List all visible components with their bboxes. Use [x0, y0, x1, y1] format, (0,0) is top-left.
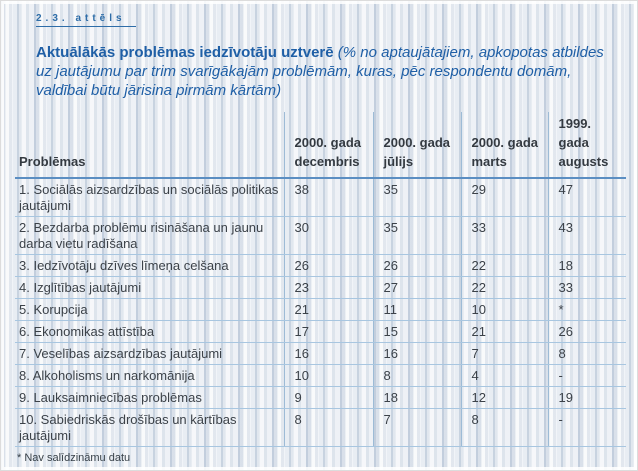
problem-cell: 9. Lauksaimniecības problēmas	[15, 386, 284, 409]
value-cell: 8	[283, 408, 373, 447]
value-cell: 30	[283, 216, 373, 255]
column-header-dec-2000: 2000. gada decembris	[283, 112, 373, 179]
value-cell: 43	[547, 216, 626, 255]
problem-cell: 4. Izglītības jautājumi	[15, 276, 284, 299]
value-cell: -	[547, 408, 626, 447]
value-cell: 21	[460, 320, 548, 343]
value-cell: 9	[283, 386, 373, 409]
table-row: 3. Iedzīvotāju dzīves līmeņa celšana 26 …	[15, 254, 626, 277]
footnote: * Nav salīdzināmu datu	[17, 452, 131, 464]
value-cell: 26	[283, 254, 373, 277]
value-cell: 4	[460, 364, 548, 387]
value-cell: 15	[372, 320, 461, 343]
table-row: 6. Ekonomikas attīstība 17 15 21 26	[15, 320, 626, 343]
value-cell: *	[547, 298, 626, 321]
table-row: 5. Korupcija 21 11 10 *	[15, 298, 626, 321]
value-cell: 10	[283, 364, 373, 387]
value-cell: -	[547, 364, 626, 387]
figure-title-main: Aktuālākās problēmas iedzīvotāju uztverē	[36, 44, 334, 61]
table-row: 7. Veselības aizsardzības jautājumi 16 1…	[15, 342, 626, 365]
value-cell: 16	[372, 342, 461, 365]
table-row: 9. Lauksaimniecības problēmas 9 18 12 19	[15, 386, 626, 409]
column-header-jul-2000: 2000. gada jūlijs	[372, 112, 461, 179]
value-cell: 35	[372, 216, 461, 255]
table-row: 2. Bezdarba problēmu risināšana un jaunu…	[15, 216, 626, 255]
table-row: 8. Alkoholisms un narkomānija 10 8 4 -	[15, 364, 626, 387]
problems-table-wrapper: Problēmas 2000. gada decembris 2000. gad…	[15, 112, 626, 447]
value-cell: 8	[460, 408, 548, 447]
value-cell: 8	[547, 342, 626, 365]
column-header-mar-2000: 2000. gada marts	[460, 112, 548, 179]
value-cell: 26	[547, 320, 626, 343]
value-cell: 47	[547, 178, 626, 217]
value-cell: 33	[547, 276, 626, 299]
value-cell: 11	[372, 298, 461, 321]
figure-label: 2.3. attēls	[36, 13, 136, 27]
table-row: 4. Izglītības jautājumi 23 27 22 33	[15, 276, 626, 299]
problem-cell: 3. Iedzīvotāju dzīves līmeņa celšana	[15, 254, 284, 277]
value-cell: 38	[283, 178, 373, 217]
value-cell: 23	[283, 276, 373, 299]
value-cell: 22	[460, 276, 548, 299]
value-cell: 33	[460, 216, 548, 255]
table-row: 1. Sociālās aizsardzības un sociālās pol…	[15, 178, 626, 217]
value-cell: 21	[283, 298, 373, 321]
problem-cell: 8. Alkoholisms un narkomānija	[15, 364, 284, 387]
value-cell: 29	[460, 178, 548, 217]
problem-cell: 6. Ekonomikas attīstība	[15, 320, 284, 343]
problems-table: Problēmas 2000. gada decembris 2000. gad…	[15, 112, 626, 447]
value-cell: 18	[547, 254, 626, 277]
problem-cell: 1. Sociālās aizsardzības un sociālās pol…	[15, 178, 284, 217]
column-header-aug-1999: 1999. gada augusts	[547, 112, 626, 179]
value-cell: 22	[460, 254, 548, 277]
figure-title: Aktuālākās problēmas iedzīvotāju uztverē…	[36, 43, 607, 100]
value-cell: 26	[372, 254, 461, 277]
table-row: 10. Sabiedriskās drošības un kārtības ja…	[15, 408, 626, 447]
problem-cell: 5. Korupcija	[15, 298, 284, 321]
value-cell: 27	[372, 276, 461, 299]
table-header-row: Problēmas 2000. gada decembris 2000. gad…	[15, 112, 626, 179]
value-cell: 12	[460, 386, 548, 409]
value-cell: 8	[372, 364, 461, 387]
figure-title-subtitle: (% no aptaujātajiem, apkopotas atbildes …	[36, 44, 604, 99]
value-cell: 18	[372, 386, 461, 409]
problem-cell: 7. Veselības aizsardzības jautājumi	[15, 342, 284, 365]
value-cell: 10	[460, 298, 548, 321]
value-cell: 17	[283, 320, 373, 343]
value-cell: 19	[547, 386, 626, 409]
value-cell: 7	[460, 342, 548, 365]
value-cell: 7	[372, 408, 461, 447]
value-cell: 16	[283, 342, 373, 365]
column-header-problems: Problēmas	[15, 112, 284, 179]
value-cell: 35	[372, 178, 461, 217]
problem-cell: 10. Sabiedriskās drošības un kārtības ja…	[15, 408, 284, 447]
problem-cell: 2. Bezdarba problēmu risināšana un jaunu…	[15, 216, 284, 255]
